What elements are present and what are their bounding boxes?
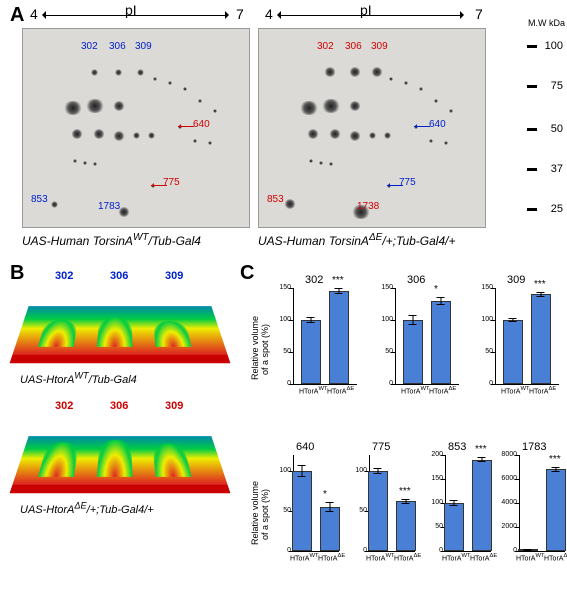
barchart: 050100150HTorAWTHTorAΔE***309 (470, 278, 560, 396)
mw-label: 75 (551, 80, 563, 92)
mw-tick (527, 85, 537, 88)
heatmap-label: 306 (110, 400, 128, 412)
heatmap-label: 306 (110, 270, 128, 282)
chevron-left-icon (38, 11, 46, 19)
mw-tick (527, 45, 537, 48)
gel-left-caption: UAS-Human TorsinAWT/Tub-Gal4 (22, 232, 201, 248)
mw-tick (527, 208, 537, 211)
gel-right: 302 306 309 640 775 853 1738 (258, 28, 486, 228)
gel-annotation: 1738 (357, 201, 379, 212)
heatmap-bottom-caption: UAS-HtorAΔE/+;Tub-Gal4/+ (20, 500, 154, 516)
pi-min-right: 4 (265, 6, 273, 22)
panel-a-label: A (10, 4, 24, 27)
pi-label-right: pI (360, 2, 372, 18)
gel-left: 302 306 309 640 775 853 1783 (22, 28, 250, 228)
pi-max-left: 7 (236, 6, 244, 22)
heatmap-label: 309 (165, 400, 183, 412)
arrow-icon (414, 126, 430, 127)
barchart: 050100150200HTorAWTHTorAΔE***853 (420, 445, 492, 563)
barchart: 050100HTorAWTHTorAΔE*640 (268, 445, 340, 563)
panel-c-label: C (240, 262, 254, 285)
gel-annotation: 640 (429, 119, 446, 130)
gel-annotation: 775 (399, 177, 416, 188)
mw-axis-label: M.W kDa (528, 18, 565, 28)
gel-annotation: 306 (345, 41, 362, 52)
barchart: 050100HTorAWTHTorAΔE***775 (344, 445, 416, 563)
pi-min-left: 4 (30, 6, 38, 22)
heatmap-top (10, 306, 231, 363)
gel-annotation: 775 (163, 177, 180, 188)
arrow-icon (387, 185, 403, 186)
gel-annotation: 302 (81, 41, 98, 52)
gel-annotation: 640 (193, 119, 210, 130)
mw-tick (527, 168, 537, 171)
mw-label: 25 (551, 203, 563, 215)
mw-label: 100 (545, 40, 563, 52)
arrow-icon (178, 126, 194, 127)
gel-annotation: 306 (109, 41, 126, 52)
heatmap-top-caption: UAS-HtorAWT/Tub-Gal4 (20, 370, 137, 386)
chevron-right-icon (460, 11, 468, 19)
barchart: 050100150HTorAWTHTorAΔE***302 (268, 278, 358, 396)
heatmap-label: 302 (55, 400, 73, 412)
pi-max-right: 7 (475, 6, 483, 22)
heatmap-label: 302 (55, 270, 73, 282)
barchart: 02000400060008000HTorAWTHTorAΔE***1783 (494, 445, 566, 563)
gel-annotation: 853 (267, 194, 284, 205)
gel-annotation: 1783 (98, 201, 120, 212)
chevron-right-icon (225, 11, 233, 19)
chevron-left-icon (273, 11, 281, 19)
arrow-icon (151, 185, 167, 186)
gel-right-caption: UAS-Human TorsinAΔE/+;Tub-Gal4/+ (258, 232, 455, 248)
panel-b-label: B (10, 262, 24, 285)
heatmap-label: 309 (165, 270, 183, 282)
pi-label-left: pI (125, 2, 137, 18)
mw-label: 50 (551, 123, 563, 135)
mw-label: 37 (551, 163, 563, 175)
gel-annotation: 309 (371, 41, 388, 52)
gel-annotation: 302 (317, 41, 334, 52)
heatmap-bottom (10, 436, 231, 493)
barchart: 050100150HTorAWTHTorAΔE*306 (370, 278, 460, 396)
mw-tick (527, 128, 537, 131)
gel-annotation: 309 (135, 41, 152, 52)
gel-annotation: 853 (31, 194, 48, 205)
